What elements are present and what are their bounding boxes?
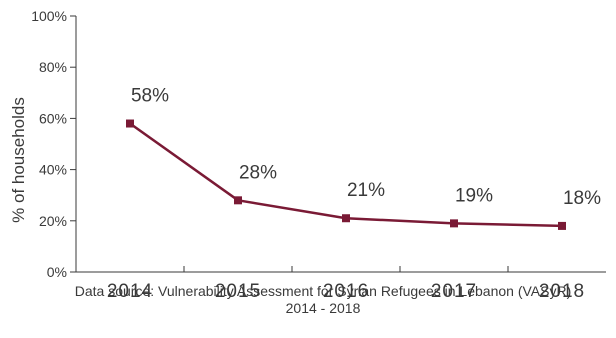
data-point-marker [450,219,458,228]
x-tick-label: 2015 [215,281,261,302]
y-tick-label: 60% [39,110,67,126]
data-label: 58% [131,86,169,107]
source-note-line-2: 2014 - 2018 [286,300,361,316]
series-line [129,122,563,228]
data-point-marker [342,214,350,223]
y-tick-label: 40% [39,162,67,178]
source-note-line-1: Data source: Vulnerability Assessment fo… [75,283,571,299]
data-label: 19% [455,185,493,206]
y-tick-label: 80% [39,59,67,75]
data-point-marker [234,196,242,205]
data-labels: 58% 28% 21% 19% 18% [131,86,601,209]
x-tick-label: 2017 [431,281,477,302]
x-axis-ticks: 2014 2015 2016 2017 2018 [107,266,585,302]
y-tick-label: 20% [39,213,67,229]
y-axis-title: % of households [9,97,28,223]
x-tick-label: 2014 [107,281,153,302]
x-tick-label: 2018 [539,281,585,302]
axes [75,16,606,273]
data-label: 28% [239,162,277,183]
y-axis-ticks: 0% 20% 40% 60% 80% 100% [31,8,76,280]
series [126,119,566,230]
data-label: 21% [347,180,385,201]
data-point-marker [126,119,134,128]
y-tick-label: 0% [47,264,67,280]
x-tick-label: 2016 [323,281,369,302]
y-tick-label: 100% [31,8,67,24]
data-point-marker [558,221,566,230]
data-label: 18% [563,188,601,209]
